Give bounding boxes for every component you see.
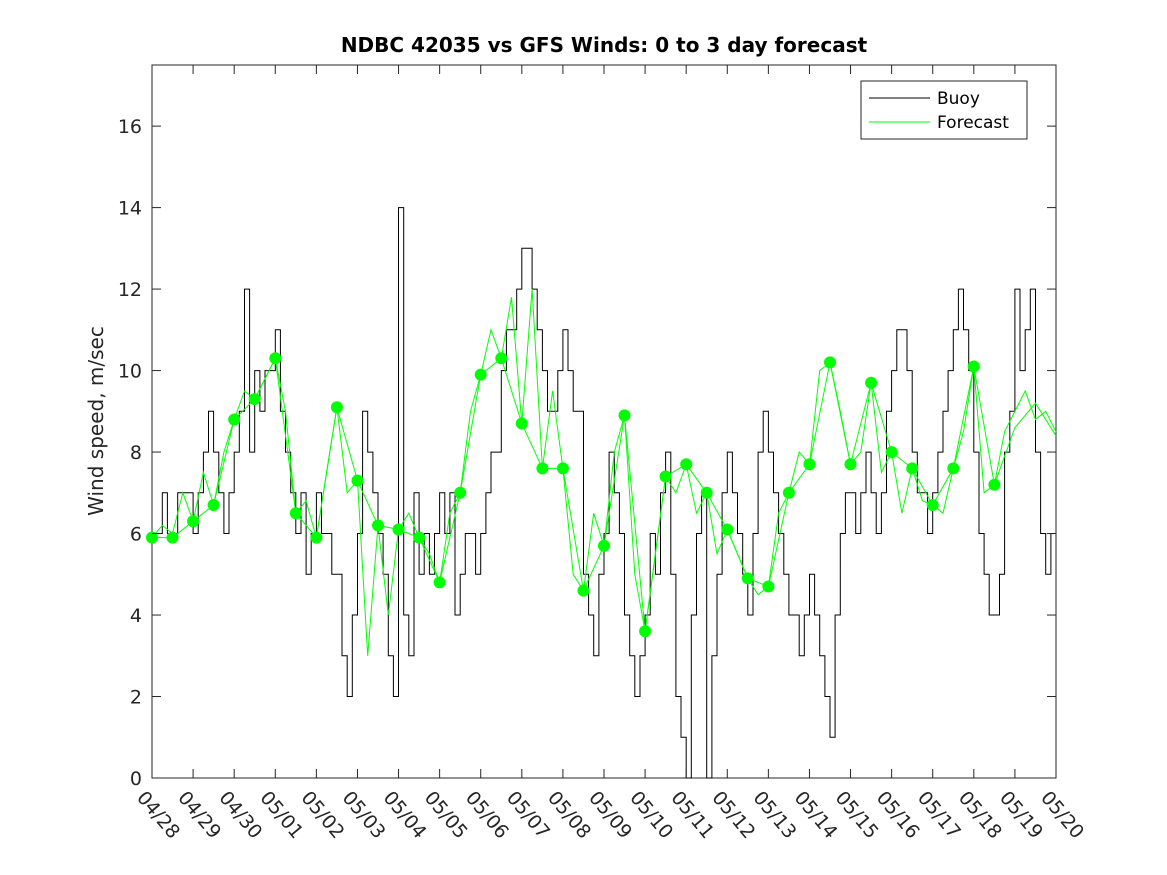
forecast-marker xyxy=(844,458,857,471)
forecast-marker xyxy=(659,470,672,483)
legend-box xyxy=(860,80,1028,140)
chart-title: NDBC 42035 vs GFS Winds: 0 to 3 day fore… xyxy=(341,33,868,57)
forecast-marker xyxy=(988,478,1001,491)
forecast-marker xyxy=(556,462,569,475)
forecast-marker xyxy=(495,352,508,365)
y-tick-label: 2 xyxy=(130,687,142,709)
forecast-marker xyxy=(228,413,241,426)
forecast-marker xyxy=(598,539,610,552)
plot-area: 024681012141604/2804/2904/3005/0105/0205… xyxy=(118,64,1088,843)
y-tick-label: 4 xyxy=(130,605,142,627)
forecast-marker xyxy=(454,486,467,499)
y-tick-label: 12 xyxy=(118,279,142,301)
y-axis-label: Wind speed, m/sec xyxy=(84,326,108,516)
forecast-marker xyxy=(187,515,200,528)
y-tick-label: 0 xyxy=(130,768,142,790)
y-tick-label: 14 xyxy=(118,198,142,220)
axes-box xyxy=(151,64,1057,779)
legend-label-buoy: Buoy xyxy=(937,89,980,109)
forecast-marker xyxy=(310,531,323,544)
forecast-marker xyxy=(824,356,836,369)
forecast-marker xyxy=(906,462,919,475)
forecast-marker xyxy=(146,531,158,544)
forecast-marker xyxy=(700,486,713,499)
forecast-marker xyxy=(803,458,816,471)
forecast-marker xyxy=(433,576,446,589)
marker-layer xyxy=(146,352,1001,638)
forecast-marker xyxy=(536,462,549,475)
y-tick-label: 10 xyxy=(118,361,142,383)
forecast-marker xyxy=(289,507,302,520)
forecast-marker xyxy=(782,486,795,499)
forecast-marker xyxy=(392,523,405,536)
forecast-marker xyxy=(885,446,898,459)
forecast-marker xyxy=(351,474,364,487)
forecast-marker xyxy=(947,462,960,475)
forecast-marker xyxy=(762,580,775,593)
forecast-marker xyxy=(515,417,528,430)
forecast-marker xyxy=(207,499,220,511)
series-line-buoy xyxy=(152,207,1056,779)
forecast-marker xyxy=(926,499,939,511)
forecast-marker xyxy=(639,625,652,638)
y-tick-label: 8 xyxy=(130,442,142,464)
forecast-marker xyxy=(618,409,631,422)
forecast-marker xyxy=(166,531,179,544)
forecast-marker xyxy=(865,376,878,389)
forecast-marker xyxy=(330,401,343,414)
forecast-marker xyxy=(577,584,590,597)
forecast-marker xyxy=(741,572,754,585)
forecast-marker xyxy=(413,531,426,544)
legend: Buoy Forecast xyxy=(860,80,1028,140)
forecast-marker xyxy=(372,519,384,532)
forecast-marker xyxy=(680,458,693,471)
y-tick-label: 16 xyxy=(118,116,142,138)
y-tick-label: 6 xyxy=(130,524,142,546)
forecast-marker xyxy=(269,352,282,365)
forecast-marker xyxy=(248,393,261,406)
forecast-marker xyxy=(967,360,980,373)
forecast-marker xyxy=(474,368,487,381)
legend-label-forecast: Forecast xyxy=(937,113,1009,133)
forecast-marker xyxy=(721,523,734,536)
